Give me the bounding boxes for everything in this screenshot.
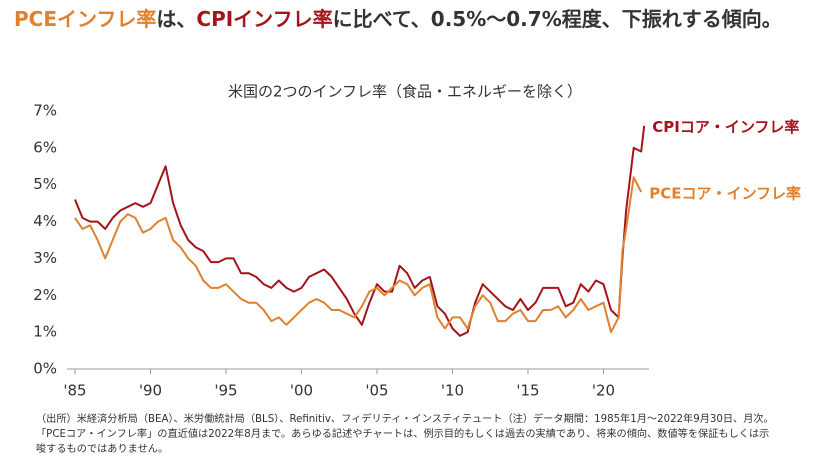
y-tick-label: 3% xyxy=(33,249,57,267)
y-tick-label: 4% xyxy=(33,212,57,230)
headline-segment: に比べて、0.5%〜0.7%程度、下振れする傾向。 xyxy=(333,7,782,31)
footnote: 唆するものではありません。 xyxy=(36,442,168,455)
x-tick-label: '20 xyxy=(592,382,615,400)
footnote: 「PCEコア・インフレ率」の直近値は2022年8月まで。あらゆる記述やチャートは… xyxy=(36,427,769,440)
chart-title: 米国の2つのインフレ率（食品・エネルギーを除く） xyxy=(228,83,582,101)
y-tick-label: 0% xyxy=(33,360,57,378)
x-tick-label: '10 xyxy=(441,382,464,400)
series-label: PCEコア・インフレ率 xyxy=(649,185,801,203)
x-tick-label: '85 xyxy=(63,382,86,400)
headline: PCEインフレ率は、CPIインフレ率に比べて、0.5%〜0.7%程度、下振れする… xyxy=(14,7,782,31)
y-tick-label: 2% xyxy=(33,286,57,304)
y-tick-label: 7% xyxy=(33,102,57,120)
x-tick-label: '00 xyxy=(290,382,313,400)
x-tick-label: '05 xyxy=(365,382,388,400)
y-tick-label: 6% xyxy=(33,138,57,156)
footnote: （出所）米経済分析局（BEA）、米労働統計局（BLS）、Refinitiv、フィ… xyxy=(36,412,774,425)
headline-segment: CPIインフレ率 xyxy=(196,7,332,31)
x-tick-label: '95 xyxy=(214,382,237,400)
series-label: CPIコア・インフレ率 xyxy=(652,118,799,136)
y-tick-label: 1% xyxy=(33,323,57,341)
x-tick-label: '90 xyxy=(139,382,162,400)
series-line xyxy=(74,125,646,337)
y-tick-label: 5% xyxy=(33,175,57,193)
series-line xyxy=(74,176,643,334)
x-tick-label: '15 xyxy=(516,382,539,400)
headline-segment: PCEインフレ率 xyxy=(14,7,156,31)
headline-segment: は、 xyxy=(156,7,196,31)
